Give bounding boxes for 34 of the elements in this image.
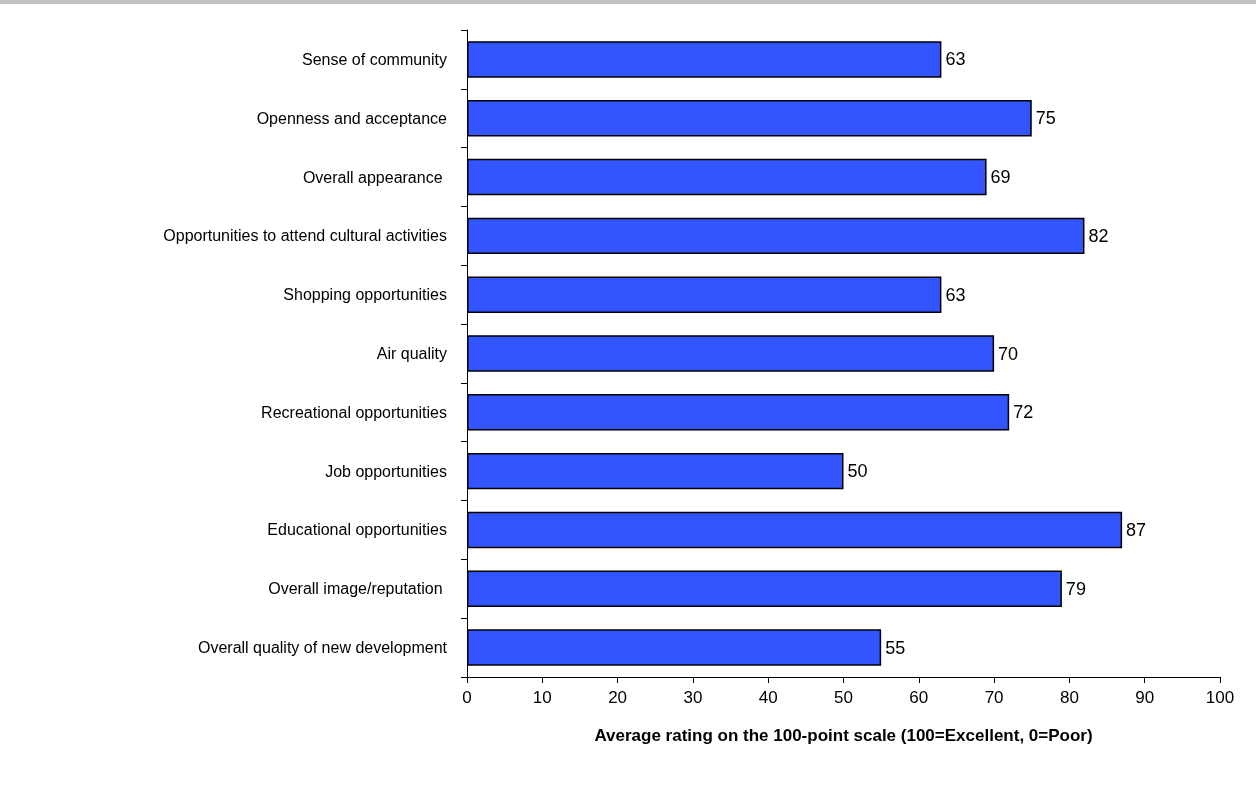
x-tick-label: 0 [462,688,472,707]
data-label: 72 [1013,402,1034,423]
x-tick-label: 100 [1205,688,1235,707]
y-tick-label: Recreational opportunities [261,403,447,421]
data-label: 79 [1065,578,1086,599]
y-tick-label: Air quality [376,345,447,362]
y-tick-label: Sense of community [302,50,447,68]
y-tick-label: Shopping opportunities [283,286,447,304]
x-tick-label: 50 [834,688,853,707]
x-tick-label: 10 [532,688,552,707]
x-tick-label: 40 [758,688,778,707]
x-tick-label: 20 [608,688,628,707]
y-tick-label: Educational opportunities [267,521,447,539]
data-label: 75 [1035,108,1056,129]
data-label: 50 [847,461,868,482]
data-label: 87 [1126,519,1147,540]
y-tick-label: Opportunities to attend cultural activities [163,227,447,245]
y-tick-label: Overall quality of new development [197,639,448,657]
data-label: 69 [990,167,1011,188]
x-axis-title: Average rating on the 100-point scale (100=Excellent, 0=Poor) [594,726,1093,745]
x-tick-label: 90 [1135,688,1155,707]
x-tick-label: 60 [909,688,929,707]
y-tick-label: Job opportunities [325,462,447,480]
data-label: 55 [885,637,906,658]
x-tick-label: 30 [683,688,703,707]
data-label: 70 [998,343,1019,364]
x-tick-label: 80 [1059,688,1079,707]
data-label: 63 [945,49,966,70]
y-tick-label: Overall appearance [302,168,447,186]
x-tick-label: 70 [984,688,1004,707]
y-tick-label: Openness and acceptance [256,109,448,127]
data-label: 82 [1088,225,1109,246]
y-tick-label: Overall image/reputation [268,580,447,598]
data-label: 63 [945,284,966,305]
